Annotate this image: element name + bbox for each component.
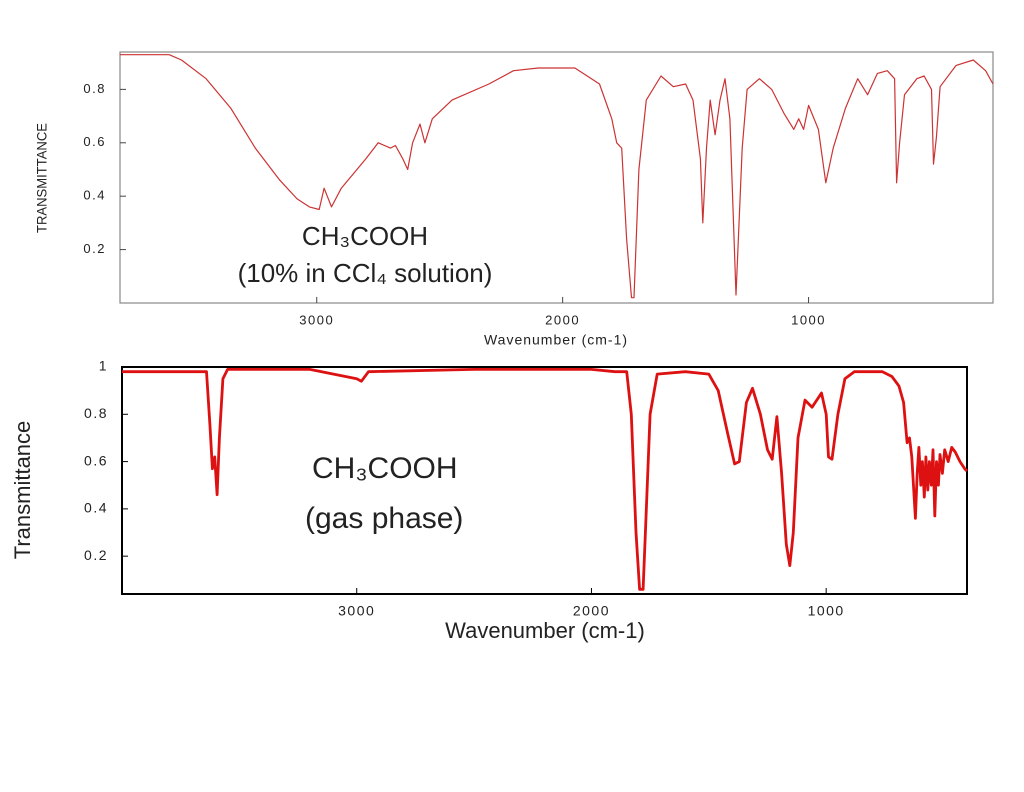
y-tick-label: 0.2: [84, 547, 108, 563]
x-axis-label: Wavenumber (cm-1): [484, 332, 628, 348]
x-tick-label: 1000: [791, 312, 826, 327]
x-axis-label: Wavenumber (cm-1): [445, 618, 645, 643]
y-tick-label: 0.6: [83, 134, 106, 149]
annotation: CH₃COOH: [302, 221, 428, 251]
annotation: (gas phase): [305, 502, 463, 535]
y-tick-label: 0.2: [83, 241, 106, 256]
annotation: (10% in CCl₄ solution): [238, 258, 493, 288]
annotation: CH₃COOH: [312, 452, 458, 485]
spectrum-line: [120, 54, 994, 299]
y-axis-label: TRANSMITTANCE: [34, 123, 50, 233]
y-tick-label: 0.8: [83, 81, 106, 96]
y-tick-label: 0.6: [84, 452, 108, 468]
x-tick-label: 2000: [573, 603, 610, 619]
x-tick-label: 2000: [545, 312, 580, 327]
y-axis-label: Transmittance: [10, 421, 35, 560]
spectrum-line: [122, 368, 968, 591]
plot-frame: [119, 51, 994, 304]
y-tick-label: 0.4: [83, 188, 106, 203]
x-tick-label: 3000: [338, 603, 375, 619]
x-tick-label: 1000: [808, 603, 845, 619]
y-tick-label: 0.8: [84, 405, 108, 421]
y-tick-label: 0.4: [84, 500, 108, 516]
x-tick-label: 3000: [299, 312, 334, 327]
plot-frame: [121, 366, 968, 595]
y-tick-label: 1: [99, 358, 108, 374]
